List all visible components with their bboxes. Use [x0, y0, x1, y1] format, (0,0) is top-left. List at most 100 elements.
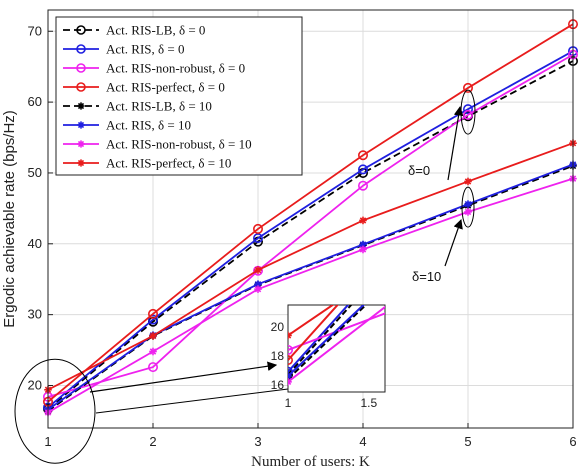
y-tick-label: 60 — [28, 94, 42, 109]
y-tick-label: 50 — [28, 165, 42, 180]
inset-series-line — [288, 305, 385, 383]
data-point — [288, 372, 292, 380]
legend-box — [55, 16, 303, 176]
data-point — [357, 164, 368, 175]
star-stroke — [288, 334, 292, 339]
y-tick-label: 70 — [28, 23, 42, 38]
inset-x-tick-label: 1 — [285, 396, 292, 410]
star-stroke — [288, 372, 292, 378]
legend-label: Act. RIS-non-robust, δ = 10 — [106, 137, 252, 152]
legend-item: Act. RIS-LB, δ = 10 — [63, 99, 212, 114]
star-core — [288, 379, 290, 384]
series-line — [47, 60, 574, 410]
legend-item: Act. RIS-non-robust, δ = 10 — [63, 137, 252, 152]
data-point — [149, 347, 157, 356]
star-core — [256, 282, 260, 287]
data-point — [148, 308, 159, 319]
data-point — [288, 331, 292, 340]
x-tick-label: 5 — [464, 434, 471, 449]
legend-label: Act. RIS-perfect, δ = 0 — [106, 80, 225, 95]
star-core — [288, 374, 290, 378]
y-axis-title: Ergodic achievable rate (bps/Hz) — [1, 110, 18, 328]
data-point — [288, 355, 293, 366]
legend: Act. RIS-LB, δ = 0 Act. RIS, δ = 0 Act. RI… — [55, 16, 303, 176]
legend-item: Act. RIS, δ = 10 — [63, 118, 191, 133]
legend-item: Act. RIS-perfect, δ = 0 — [63, 80, 225, 95]
star-core — [79, 161, 83, 165]
data-point — [462, 82, 473, 93]
y-tick-label: 20 — [28, 377, 42, 392]
data-point — [359, 240, 367, 249]
inset-y-tick-label: 20 — [271, 320, 285, 334]
zoom-link-line — [95, 388, 289, 414]
inset-x-tick-label: 1.5 — [360, 396, 377, 410]
data-point — [464, 200, 472, 208]
arrow-delta10 — [444, 218, 463, 267]
x-tick-label: 1 — [44, 434, 51, 449]
series-line — [47, 53, 574, 398]
data-point — [77, 121, 85, 129]
data-point — [149, 332, 157, 340]
inset-series — [288, 305, 385, 386]
data-point — [253, 233, 264, 244]
data-point — [288, 378, 292, 386]
star-core — [361, 242, 365, 247]
x-axis-title: Number of users: K — [251, 454, 370, 470]
data-point — [76, 44, 86, 54]
inset-series-line — [288, 305, 368, 380]
data-point — [288, 344, 293, 355]
star-core — [79, 123, 83, 127]
data-point — [254, 285, 262, 293]
data-point — [357, 180, 368, 191]
star-core — [256, 287, 260, 292]
x-tick-label: 4 — [359, 434, 366, 449]
series-line — [47, 50, 574, 409]
legend-label: Act. RIS, δ = 10 — [106, 118, 191, 133]
inset-series-line — [288, 305, 339, 361]
star-core — [79, 142, 83, 146]
data-point — [76, 63, 86, 73]
star-stroke — [288, 374, 292, 380]
series-line — [47, 163, 574, 411]
series-line — [47, 23, 574, 403]
legend-item: Act. RIS-non-robust, δ = 0 — [63, 61, 245, 76]
legend-item: Act. RIS-perfect, δ = 10 — [63, 156, 231, 171]
star-core — [79, 104, 83, 108]
inset-series-line — [288, 305, 365, 377]
highlight-ellipse-delta10 — [461, 186, 475, 228]
data-point — [76, 82, 86, 92]
star-stroke — [288, 378, 292, 383]
plot-frame — [47, 9, 574, 429]
star-core — [466, 210, 470, 214]
arrow-delta0 — [447, 106, 464, 181]
legend-label: Act. RIS-perfect, δ = 10 — [106, 156, 231, 171]
data-point — [464, 208, 472, 216]
star-core — [151, 334, 155, 338]
star-core — [361, 218, 365, 223]
legend-item: Act. RIS, δ = 0 — [63, 42, 184, 57]
legend-label: Act. RIS-LB, δ = 0 — [106, 23, 205, 38]
legend-label: Act. RIS-non-robust, δ = 0 — [106, 61, 245, 76]
data-point — [288, 369, 293, 380]
inset-zoom: 1 1.5 16 18 20 — [271, 304, 386, 410]
inset-y-tick-label: 16 — [271, 378, 285, 392]
zoom-ellipse — [14, 358, 96, 464]
star-core — [466, 179, 470, 184]
series-8 — [44, 139, 577, 394]
x-tick-label: 2 — [149, 434, 156, 449]
star-core — [256, 268, 260, 272]
inset-series-line — [288, 305, 353, 376]
inset-series-line — [288, 305, 335, 337]
data-point — [76, 25, 86, 35]
star-stroke — [288, 380, 292, 386]
y-tick-label: 30 — [28, 307, 42, 322]
annotations: δ=0 δ=10 — [14, 89, 476, 464]
legend-label: Act. RIS-LB, δ = 10 — [106, 99, 212, 114]
inset-y-tick-label: 18 — [271, 349, 285, 363]
star-core — [466, 202, 470, 207]
data-point — [77, 102, 85, 110]
zoom-arrow — [89, 361, 278, 393]
data-point — [357, 150, 368, 161]
data-point — [77, 159, 85, 167]
inset-series-line — [288, 305, 350, 373]
